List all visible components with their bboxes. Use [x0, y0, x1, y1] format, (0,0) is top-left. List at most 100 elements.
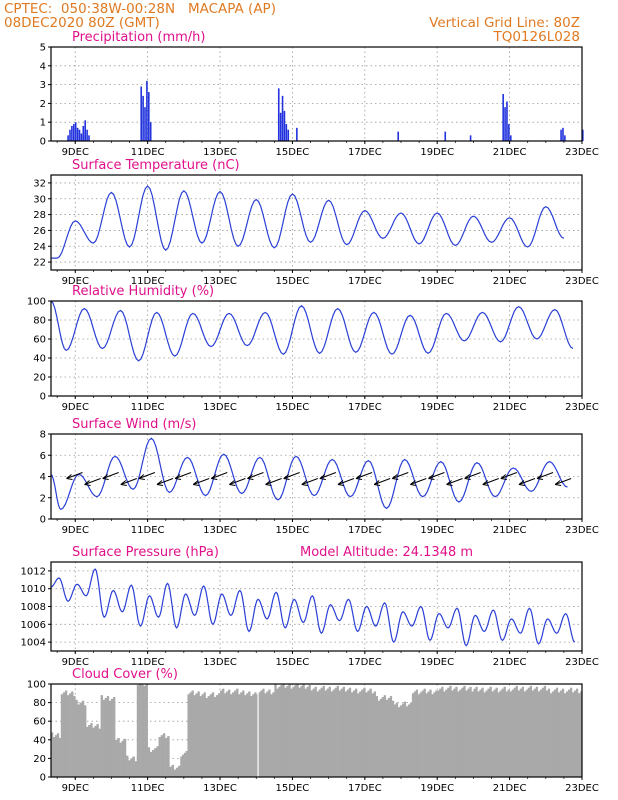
y-tick-label: 40: [33, 354, 46, 365]
cloud-bar: [361, 689, 364, 777]
x-tick-label: 11DEC: [131, 783, 165, 794]
cloud-bar: [461, 687, 464, 777]
cloud-bar: [83, 705, 87, 777]
cloud-bar: [507, 689, 510, 777]
cloud-bar: [338, 690, 341, 777]
cloud-bar: [156, 746, 159, 777]
panel-title: Precipitation (mm/h): [72, 30, 205, 45]
cloud-bar: [199, 696, 202, 777]
panel-title: Cloud Cover (%): [72, 667, 178, 682]
cloud-bar: [415, 689, 419, 777]
x-tick-label: 15DEC: [276, 276, 310, 287]
y-tick-label: 24: [33, 242, 46, 253]
wind-panel: 0 2 4 6 8 9DEC 11DEC 13DEC 15DEC 17DEC 19DEC 21DEC 2…: [40, 417, 599, 536]
x-tick-label: 17DEC: [348, 783, 382, 794]
x-tick-label: 9DEC: [62, 276, 89, 287]
y-tick-label: 100: [27, 297, 46, 308]
cloud-bar: [413, 691, 417, 777]
precip-bar: [74, 122, 77, 141]
cloud-bar: [411, 693, 415, 777]
cloud-bar: [96, 723, 99, 777]
cloud-bar: [501, 688, 504, 777]
cloud-bar: [51, 732, 54, 777]
y-tick-label: 1008: [21, 602, 46, 613]
cloud-bar: [294, 684, 297, 777]
cloud-bar: [373, 691, 376, 777]
cloud-bar: [52, 737, 56, 777]
cloud-bar: [367, 690, 370, 777]
cloud-bar: [318, 689, 321, 777]
cloud-bar: [543, 685, 547, 777]
cloud-bar: [54, 735, 58, 777]
x-tick-label: 19DEC: [420, 402, 454, 413]
cloud-bar: [515, 685, 518, 777]
cloud-bar: [222, 688, 225, 777]
cloud-bar: [81, 700, 85, 777]
cloud-bar: [79, 702, 83, 777]
cloud-bar: [310, 690, 313, 777]
cloud-bar: [371, 693, 374, 777]
precip-bar: [82, 125, 85, 141]
cloud-bar: [485, 690, 488, 777]
wind-arrow: [84, 478, 101, 486]
cloud-bar: [151, 750, 155, 777]
cloud-bar: [108, 700, 112, 777]
cloud-bar: [64, 690, 68, 777]
cloud-bar: [433, 692, 436, 777]
wind-arrow: [66, 472, 83, 480]
cloud-bar: [561, 688, 565, 777]
cloud-bar: [441, 686, 444, 777]
model-altitude-label: Model Altitude: 24.1348 m: [300, 545, 473, 560]
cloud-bar: [141, 684, 144, 777]
cloud-bar: [403, 701, 407, 777]
model-id-label: TQ0126L028: [493, 29, 580, 45]
precip-bar: [88, 135, 90, 141]
cloud-bar: [185, 750, 188, 777]
y-tick-label: 4: [40, 61, 46, 72]
y-tick-label: 100: [27, 680, 46, 691]
cloud-bar: [479, 689, 482, 777]
cloud-bar: [445, 689, 448, 777]
cloud-bar: [346, 689, 350, 777]
x-tick-label: 21DEC: [493, 783, 527, 794]
precip-bar: [502, 94, 504, 141]
wind-arrow: [391, 472, 409, 480]
x-tick-label: 13DEC: [203, 525, 237, 536]
cloud-bar: [230, 694, 233, 777]
x-tick-label: 23DEC: [565, 402, 599, 413]
cloud-bar: [559, 690, 563, 777]
cloud-bar: [224, 693, 227, 777]
plot-frame: [50, 174, 583, 271]
cloud-bar: [328, 686, 331, 777]
precip-bar: [582, 129, 584, 141]
wind-arrow: [174, 472, 192, 480]
cloud-bar: [571, 692, 575, 777]
cloud-bar: [557, 692, 561, 777]
precip-bar: [560, 129, 562, 141]
cloud-bar: [465, 690, 468, 777]
cloud-bar: [268, 689, 271, 777]
x-tick-label: 23DEC: [565, 783, 599, 794]
cloud-bar: [533, 688, 537, 777]
cloud-bar: [449, 685, 452, 777]
cloud-bar: [491, 691, 494, 777]
cloud-bar: [348, 687, 352, 777]
wind-arrow: [482, 478, 499, 486]
cloud-bar: [342, 686, 346, 777]
cloud-bar: [296, 684, 299, 777]
x-tick-label: 15DEC: [276, 147, 310, 158]
x-tick-label: 11DEC: [131, 525, 165, 536]
precip-bar: [504, 107, 506, 141]
cloud-bar: [302, 684, 305, 777]
cloud-bar: [316, 691, 319, 777]
cloud-bar: [551, 691, 555, 777]
cloud-bar: [306, 686, 309, 777]
cloud-bar: [250, 696, 253, 777]
cloud-bar: [457, 691, 460, 777]
x-tick-label: 13DEC: [203, 276, 237, 287]
cloud-bar: [270, 694, 273, 777]
precip-bar: [444, 131, 447, 141]
y-tick-label: 80: [33, 698, 46, 709]
cloud-bar: [187, 694, 190, 777]
